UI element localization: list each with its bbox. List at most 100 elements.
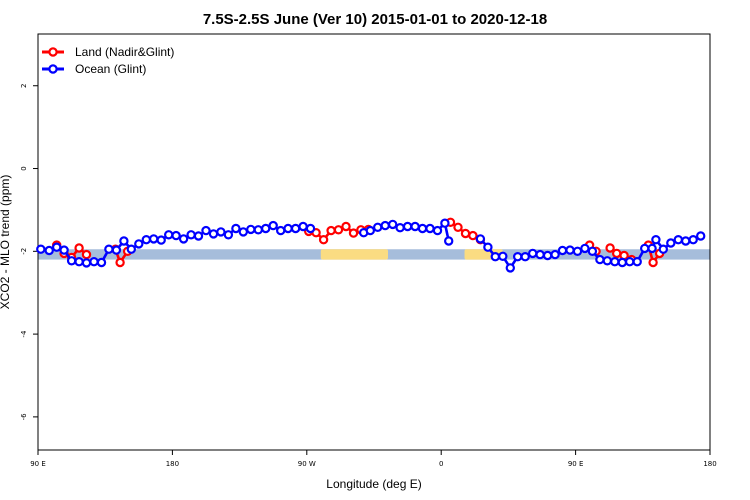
data-point-ocean (595, 254, 605, 265)
data-point-ocean (402, 221, 413, 232)
band-land-segment (320, 249, 388, 260)
data-point-land (326, 225, 336, 236)
data-point-ocean (580, 243, 590, 254)
y-tick-label: -4 (20, 330, 28, 338)
y-tick-label: -6 (20, 413, 28, 421)
data-point-ocean (134, 239, 144, 249)
data-point-ocean (231, 223, 241, 234)
y-tick-label: -2 (20, 248, 28, 255)
data-point-ocean (261, 223, 271, 234)
data-point-land (81, 249, 92, 260)
series-ocean (36, 218, 706, 273)
data-point-ocean (36, 244, 46, 254)
legend-item-ocean: Ocean (Glint) (42, 62, 146, 76)
data-point-ocean (148, 234, 159, 244)
data-point-land (648, 257, 658, 268)
x-axis-title: Longitude (deg E) (326, 477, 421, 491)
data-point-ocean (557, 245, 568, 256)
data-point-ocean (490, 252, 500, 262)
data-point-ocean (651, 234, 661, 245)
data-point-ocean (111, 245, 122, 255)
data-point-ocean (498, 251, 508, 261)
data-point-ocean (550, 249, 560, 260)
data-point-ocean (365, 225, 375, 236)
data-point-ocean (528, 248, 538, 259)
x-tick-label: 180 (166, 460, 179, 468)
data-point-ocean (610, 257, 620, 267)
data-point-ocean (475, 234, 486, 244)
data-point-land (341, 221, 351, 232)
data-point-land (605, 243, 615, 253)
data-point-ocean (193, 231, 204, 241)
data-point-ocean (681, 236, 691, 246)
chart-title: 7.5S-2.5S June (Ver 10) 2015-01-01 to 20… (203, 11, 547, 28)
data-point-ocean (186, 230, 196, 240)
data-point-ocean (640, 243, 650, 254)
data-point-ocean (425, 223, 435, 234)
data-point-ocean (44, 245, 54, 256)
y-axis-ticks: 2 0 -2 -4 -6 (20, 84, 38, 421)
data-point-ocean (223, 230, 234, 240)
y-tick-label: 0 (20, 166, 28, 170)
data-point-ocean (673, 234, 684, 245)
data-point-land (453, 222, 463, 232)
data-point-ocean (89, 257, 99, 267)
data-point-ocean (81, 258, 92, 268)
data-point-ocean (178, 234, 189, 244)
data-point-ocean (410, 221, 420, 232)
data-point-ocean (96, 257, 107, 268)
data-point-ocean (440, 218, 450, 228)
data-point-ocean (625, 257, 635, 267)
data-point-ocean (572, 246, 583, 256)
legend-label-ocean: Ocean (Glint) (75, 62, 146, 76)
data-point-ocean (444, 236, 454, 246)
data-point-ocean (276, 225, 286, 236)
data-point-ocean (395, 222, 405, 233)
data-point-ocean (373, 222, 383, 232)
data-point-ocean (380, 220, 390, 231)
data-point-ocean (696, 231, 706, 241)
data-point-ocean (432, 225, 443, 236)
data-point-ocean (505, 263, 515, 273)
data-point-ocean (208, 229, 219, 239)
legend-marker-land (48, 47, 58, 57)
data-point-ocean (52, 242, 62, 252)
data-point-ocean (520, 252, 530, 262)
data-point-ocean (156, 235, 166, 245)
x-tick-label: 0 (439, 460, 443, 468)
data-point-ocean (565, 245, 575, 255)
data-point-ocean (253, 225, 263, 235)
data-point-ocean (163, 230, 174, 240)
data-point-ocean (283, 223, 293, 234)
data-point-land (612, 248, 622, 259)
data-point-ocean (119, 236, 129, 246)
data-point-ocean (587, 246, 598, 256)
data-point-ocean (246, 224, 256, 235)
data-point-land (468, 230, 478, 241)
data-point-ocean (417, 223, 428, 234)
data-point-ocean (201, 225, 211, 236)
data-point-ocean (74, 257, 84, 267)
data-point-ocean (688, 234, 698, 245)
x-tick-label: 90 E (568, 460, 584, 468)
data-point-ocean (513, 252, 523, 262)
x-axis-ticks: 90 E 180 90 W 0 90 E 180 (30, 450, 717, 468)
legend-item-land: Land (Nadir&Glint) (42, 45, 174, 59)
data-point-ocean (290, 223, 301, 234)
y-tick-label: 2 (20, 84, 28, 88)
data-point-land (74, 243, 84, 253)
data-point-land (460, 228, 471, 239)
data-point-land (348, 228, 359, 238)
data-point-ocean (632, 257, 642, 267)
data-point-ocean (388, 219, 398, 230)
data-point-ocean (216, 227, 226, 237)
data-point-ocean (171, 230, 181, 241)
data-point-ocean (238, 227, 248, 237)
legend-label-land: Land (Nadir&Glint) (75, 45, 174, 59)
data-point-land (115, 257, 125, 268)
data-point-ocean (602, 256, 613, 266)
data-point-ocean (141, 234, 151, 245)
y-axis-title: XCO2 - MLO trend (ppm) (0, 175, 12, 310)
x-tick-label: 90 W (298, 460, 316, 468)
